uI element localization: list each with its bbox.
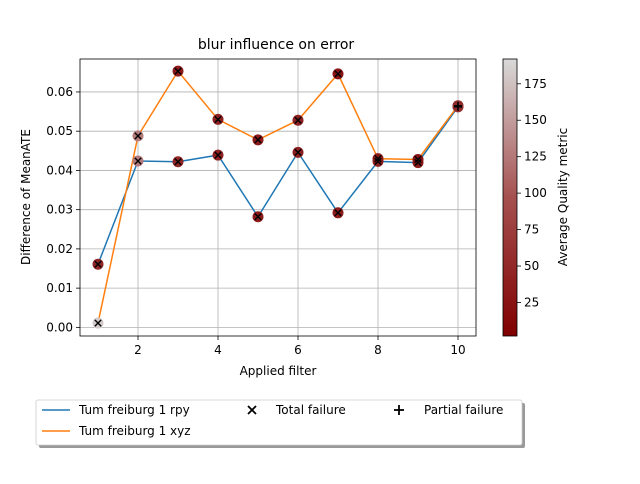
colorbar-tick-label: 25 [524,295,539,309]
total-failure-marker [214,151,222,159]
legend-label-rpy: Tum freiburg 1 rpy [78,403,190,417]
marker-stroke [94,319,102,327]
total-failure-marker [414,155,422,164]
marker-stroke [214,151,222,159]
colorbar-ticks: 25 50 75 100 125 150 175 [517,77,547,309]
legend-box [35,399,523,446]
total-failure-marker [94,319,102,327]
legend-partial-failure-icon [394,405,404,415]
legend-total-failure-icon [247,405,257,415]
x-tick-label: 4 [214,343,222,357]
series-line-0 [97,106,459,265]
colorbar-tick-label: 100 [524,186,547,200]
marker-stroke [414,155,422,164]
colorbar-tick-label: 175 [524,77,547,91]
grid-lines [80,59,476,336]
legend-label-xyz: Tum freiburg 1 xyz [78,424,191,438]
legend-label-partial-failure: Partial failure [424,403,503,417]
y-tick-label: 0.01 [46,281,73,295]
total-failure-marker [134,132,142,140]
legend-label-total-failure: Total failure [275,403,346,417]
y-tick-label: 0.05 [46,124,73,138]
y-axis-ticks: 0.00 0.01 0.02 0.03 0.04 0.05 0.06 [46,85,80,334]
total-failure-marker [254,136,262,144]
chart-title: blur influence on error [198,37,355,53]
y-tick-label: 0.04 [46,163,73,177]
partial-failure-marker [454,101,462,110]
total-failure-marker [334,209,342,217]
x-tick-label: 10 [450,343,465,357]
y-tick-label: 0.06 [46,85,73,99]
colorbar-label: Average Quality metric [556,128,570,266]
colorbar-tick-label: 75 [524,223,539,237]
colorbar-tick-label: 50 [524,259,539,273]
marker-stroke [254,213,262,221]
x-tick-label: 8 [374,343,382,357]
y-tick-label: 0.00 [46,320,73,334]
marker-stroke [294,148,302,157]
marker-stroke [294,116,302,124]
y-tick-label: 0.03 [46,203,73,217]
total-failure-marker [374,157,382,166]
marker-stroke [374,157,382,166]
marker-stroke [134,132,142,140]
marker-stroke [174,67,182,75]
total-failure-marker [294,148,302,157]
marker-stroke [134,157,142,165]
total-failure-marker [134,157,142,165]
y-tick-label: 0.02 [46,242,73,256]
marker-stroke [174,158,182,166]
marker-stroke [334,209,342,217]
series-line-1 [97,69,459,324]
series-lines [97,69,459,324]
total-failure-marker [94,260,102,268]
x-axis-ticks: 2 4 6 8 10 [134,336,466,357]
colorbar-tick-label: 125 [524,150,547,164]
total-failure-marker [334,70,342,78]
marker-stroke [374,154,382,163]
colorbar [502,58,518,337]
total-failure-marker [254,213,262,221]
marker-stroke [254,136,262,144]
marker-stroke [334,70,342,78]
plot-frame [79,58,477,337]
x-tick-label: 2 [134,343,142,357]
total-failure-marker [294,116,302,124]
data-points [92,65,464,329]
marker-stroke [94,260,102,268]
x-tick-label: 6 [294,343,302,357]
failure-markers [94,67,462,327]
total-failure-marker [174,158,182,166]
colorbar-tick-label: 150 [524,113,547,127]
y-axis-label: Difference of MeanATE [19,129,33,265]
total-failure-marker [214,115,222,124]
total-failure-marker [414,158,422,167]
x-axis-label: Applied filter [240,364,317,378]
total-failure-marker [174,67,182,75]
marker-stroke [414,158,422,167]
total-failure-marker [374,154,382,163]
marker-stroke [214,115,222,124]
